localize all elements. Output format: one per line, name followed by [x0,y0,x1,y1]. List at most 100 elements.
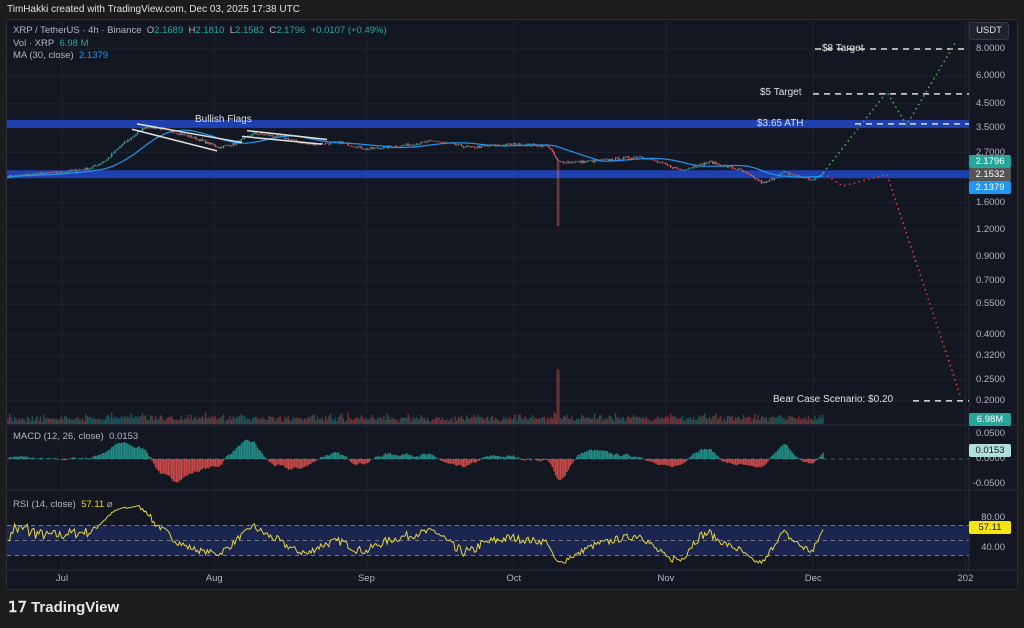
macd-bar [611,454,614,459]
macd-bar [413,456,416,459]
volume-bar [179,419,181,424]
macd-bar [754,459,756,468]
macd-bar [755,459,758,468]
volume-bar [585,417,588,424]
volume-bar [645,416,648,424]
volume-bar [545,420,547,424]
macd-bar [128,445,131,459]
volume-bar [626,417,628,424]
volume-bar [433,420,435,424]
volume-bar [59,418,61,424]
macd-bar [174,459,176,482]
candle [187,134,189,137]
hide-icon[interactable]: ⌀ [106,499,113,510]
ath-band [7,119,969,128]
chart-canvas[interactable] [7,20,1018,590]
macd-bar [67,459,69,460]
candle [553,151,555,156]
volume-bar [80,419,82,424]
candle [422,141,424,143]
macd-bar [60,459,63,460]
chart-frame[interactable]: XRP / TetherUS · 4h · Binance O2.1689 H2… [6,19,1018,590]
volume-bar [718,417,721,424]
macd-bar [449,459,452,464]
candle [797,175,800,177]
candle [28,173,30,176]
volume-bar [31,415,33,424]
volume-bar [551,418,554,424]
candle [41,172,43,174]
macd-bar [558,459,560,481]
macd-bar [491,455,494,459]
volume-bar [316,416,319,424]
macd-bar [728,459,730,463]
macd-bar [341,454,343,459]
volume-bar [67,418,69,424]
volume-bar [21,418,24,424]
volume-bar [185,418,187,424]
volume-bar [624,421,627,424]
macd-bar [180,459,183,480]
volume-bar [396,419,398,424]
macd-bar [101,453,103,459]
candle [660,161,662,163]
volume-bar [49,418,51,424]
candle [78,169,80,171]
macd-bar [776,450,779,459]
volume-bar [485,417,487,424]
volume-bar [342,418,345,424]
macd-bar [397,455,400,459]
macd-bar [25,456,27,459]
candle [114,150,116,154]
volume-bar [506,417,508,424]
macd-bar [268,459,270,462]
flag-line [131,128,218,152]
volume-bar [227,419,230,424]
candle [148,127,150,129]
macd-bar [802,459,805,462]
macd-bar [678,459,680,466]
currency-button[interactable]: USDT [969,22,1009,40]
macd-bar [389,453,392,459]
macd-bar [412,456,414,459]
candle [251,133,254,136]
volume-bar [733,420,735,424]
volume-bar [519,413,521,424]
time-tick: Nov [657,573,675,584]
volume-bar [741,419,743,424]
macd-bar [566,459,568,472]
time-tick: Aug [205,573,223,584]
candle [204,140,207,144]
candle [754,177,756,180]
volume-bar [292,417,294,424]
change-value: +0.0107 (+0.49%) [310,25,387,36]
volume-bar [610,415,612,424]
macd-bar [509,456,511,459]
macd-bar [368,459,371,463]
candle [360,146,362,149]
macd-bar [167,459,170,476]
macd-bar [405,452,408,459]
macd-bar [47,458,50,459]
macd-bar [409,454,411,459]
macd-bar [177,459,179,483]
volume-bar [177,420,179,424]
volume-bar [39,416,42,424]
candle [713,161,716,165]
candle [368,148,371,150]
candle [627,156,630,159]
macd-bar [588,450,591,459]
macd-bar [234,450,236,459]
macd-bar [141,447,144,459]
volume-bar [550,416,552,424]
volume-bar [133,417,136,424]
macd-bar [783,444,785,459]
candle [127,139,129,142]
candle [54,171,56,173]
candle [443,141,445,143]
candle [485,145,487,147]
volume-bar [533,418,536,424]
macd-bar [760,459,763,468]
volume-bar [674,416,677,424]
macd-bar [355,459,358,466]
